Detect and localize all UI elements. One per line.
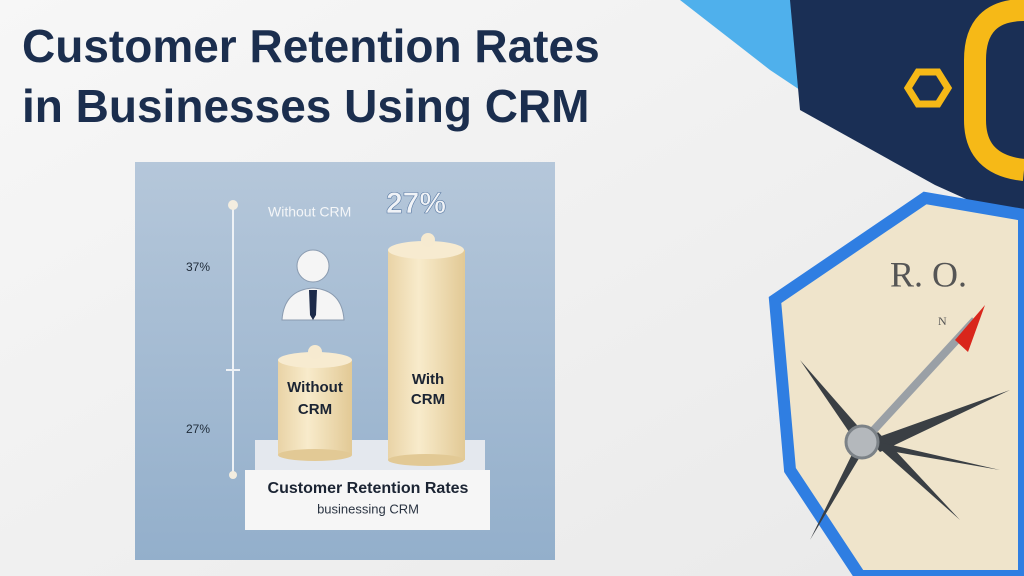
compass-needle-tip: [955, 305, 985, 352]
compass-star: [800, 360, 1010, 540]
title-line: Customer Retention Rates: [22, 20, 600, 72]
cylinder-top: [278, 352, 352, 368]
compass-letters: R. O.: [890, 254, 967, 294]
axis-label: 37%: [186, 260, 210, 274]
compass-frame: [768, 191, 1024, 576]
cylinder-knob: [421, 233, 435, 247]
bar-label: CRM: [298, 401, 332, 418]
cylinder-top: [388, 241, 464, 259]
base-subtitle: businessing CRM: [317, 501, 419, 516]
decor-band: [680, 0, 800, 90]
axis-knob: [229, 471, 237, 479]
base-title: Customer Retention Rates: [268, 480, 469, 497]
bar-label: CRM: [411, 391, 445, 408]
cylinder-bottom: [278, 449, 352, 461]
compass-pivot: [844, 424, 880, 460]
cylinder-bottom: [388, 454, 464, 466]
person-head: [296, 249, 330, 283]
title-line: in Businesses Using CRM: [22, 80, 589, 132]
decor-ring: [964, 0, 1024, 181]
cylinder-knob: [308, 345, 322, 359]
compass-needle: [857, 317, 978, 448]
bar-label: With: [412, 371, 444, 388]
cylinder: [388, 250, 465, 460]
header-label: Without CRM: [268, 204, 351, 220]
decor-hexagon: [903, 68, 953, 108]
bar-label: Without: [287, 379, 343, 396]
compass-north: N: [938, 314, 947, 328]
header-value: 27%: [386, 187, 446, 220]
person-tie: [309, 290, 317, 320]
cylinder: [278, 360, 352, 455]
axis-knob: [228, 200, 238, 210]
axis-label: 27%: [186, 422, 210, 436]
base-front: [245, 470, 490, 530]
